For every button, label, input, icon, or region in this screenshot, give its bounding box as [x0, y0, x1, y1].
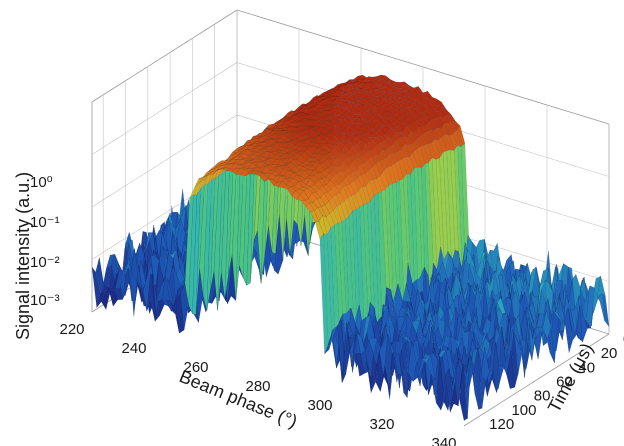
- x-axis-ticks: 220 240 260 280 300 320 340: [59, 321, 456, 446]
- x-tick-label: 300: [307, 397, 332, 414]
- y-tick-label: 20: [601, 345, 618, 362]
- x-axis-title: Beam phase (°): [177, 366, 301, 431]
- y-tick-label: 40: [578, 359, 595, 376]
- x-tick-label: 340: [431, 435, 456, 446]
- z-tick-label: 10⁻¹: [30, 214, 60, 231]
- y-tick-label: 100: [511, 402, 536, 419]
- x-tick-label: 260: [183, 359, 208, 376]
- y-tick-label: 60: [556, 373, 573, 390]
- y-tick-label: 80: [534, 388, 551, 405]
- z-axis-title: Signal intensity (a.u.): [13, 172, 33, 340]
- x-tick-label: 240: [121, 340, 146, 357]
- z-tick-label: 10⁻²: [30, 254, 60, 271]
- surface: [91, 74, 610, 421]
- z-axis-ticks: 10⁰ 10⁻¹ 10⁻² 10⁻³: [30, 174, 60, 309]
- surface-cell: [459, 363, 468, 421]
- box-edge: [91, 9, 238, 103]
- z-tick-label: 10⁰: [30, 174, 53, 191]
- z-tick-label: 10⁻³: [30, 292, 60, 309]
- y-tick-label: 120: [489, 416, 514, 433]
- x-tick-label: 280: [245, 378, 270, 395]
- x-tick-label: 320: [369, 416, 394, 433]
- box-edge: [463, 333, 610, 427]
- x-tick-label: 220: [59, 321, 84, 338]
